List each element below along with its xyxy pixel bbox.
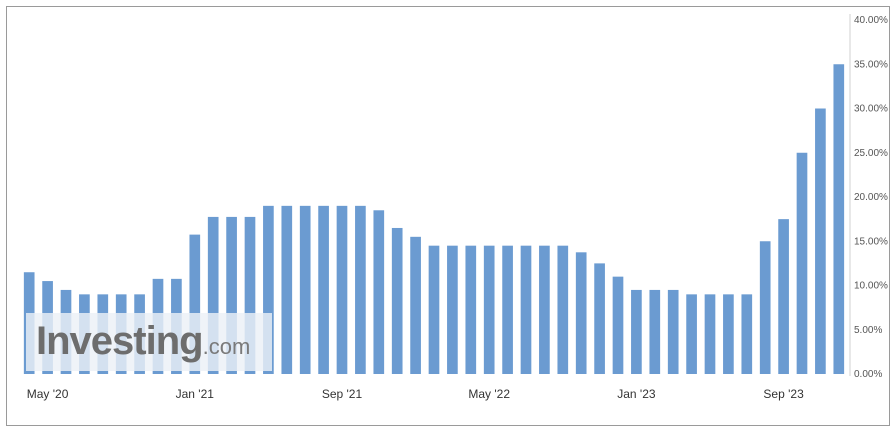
bar-40 [759, 241, 771, 374]
bar-18 [355, 205, 366, 374]
x-tick-label: Jan '23 [617, 387, 656, 401]
bar-15 [299, 205, 311, 374]
bar-23 [447, 245, 458, 374]
x-tick-label: May '22 [468, 387, 510, 401]
bar-26 [502, 245, 513, 374]
bar-16 [318, 205, 329, 374]
bar-38 [723, 294, 734, 374]
bar-24 [465, 245, 477, 374]
bar-30 [575, 252, 587, 374]
bar-32 [612, 276, 624, 374]
bar-36 [686, 294, 697, 374]
bar-29 [557, 245, 569, 374]
bar-34 [649, 289, 661, 374]
bar-28 [539, 245, 550, 374]
bar-20 [391, 227, 403, 374]
y-tick-label: 40.00% [854, 15, 888, 26]
y-tick-label: 10.00% [854, 281, 888, 292]
y-tick-label: 0.00% [854, 369, 882, 380]
bar-22 [428, 245, 440, 374]
y-tick-label: 35.00% [854, 59, 888, 70]
bar-39 [741, 294, 753, 374]
logo-suffix-text: .com [202, 334, 251, 359]
y-tick-label: 25.00% [854, 148, 888, 159]
bar-35 [667, 289, 679, 374]
bar-13 [263, 205, 274, 374]
bar-14 [281, 205, 293, 374]
bar-17 [336, 205, 348, 374]
bar-12 [244, 216, 256, 374]
y-tick-label: 30.00% [854, 104, 888, 115]
bar-37 [704, 294, 716, 374]
bar-33 [631, 289, 642, 374]
bar-44 [833, 64, 845, 374]
investing-logo: Investing.com [26, 313, 272, 371]
bar-27 [520, 245, 532, 374]
bar-41 [778, 219, 789, 375]
y-tick-label: 15.00% [854, 236, 888, 247]
bar-9 [189, 234, 201, 374]
bar-31 [594, 263, 605, 375]
y-tick-label: 20.00% [854, 192, 888, 203]
bar-21 [410, 236, 421, 374]
y-tick-label: 5.00% [854, 325, 882, 336]
bar-25 [483, 245, 495, 374]
bar-10 [207, 216, 219, 374]
x-tick-label: Sep '21 [322, 387, 363, 401]
x-tick-label: Jan '21 [176, 387, 215, 401]
x-tick-label: May '20 [27, 387, 69, 401]
logo-brand-text: Investing [36, 319, 204, 363]
bar-43 [815, 108, 826, 374]
bar-42 [796, 152, 808, 374]
bar-19 [373, 210, 385, 374]
x-tick-label: Sep '23 [763, 387, 804, 401]
bar-11 [226, 216, 237, 374]
